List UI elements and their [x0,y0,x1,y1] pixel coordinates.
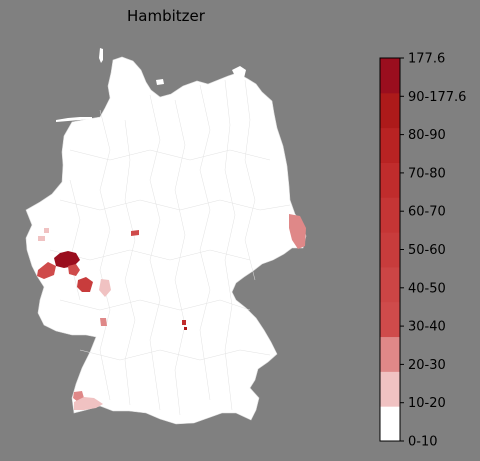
region-rhein-lahn [68,264,80,276]
colorbar-bin [380,232,400,268]
colorbar-bin [380,371,400,407]
colorbar-tick-label: 30-40 [408,320,446,335]
colorbar-tick-label: 80-90 [408,128,446,143]
colorbar-tick-label: 10-20 [408,396,446,411]
region-koblenz [77,277,93,292]
north-sea-islands [56,117,92,122]
colorbar-bins [380,58,400,442]
colorbar-bin [380,197,400,233]
colorbar-bin [380,406,400,442]
map-title: Hambitzer [127,7,205,25]
region-bonn [44,228,49,233]
colorbar-tick-label: 177.6 [408,52,445,67]
colorbar-tick-label: 40-50 [408,281,446,296]
colorbar-bin [380,336,400,372]
colorbar-tick-label: 90-177.6 [408,90,466,105]
colorbar-bin [380,162,400,198]
region-aachen [37,262,56,279]
region-nuremberg-small [184,327,187,330]
region-goerlitz [289,214,306,249]
region-hunsrueck [100,318,107,326]
region-nuremberg [182,320,186,325]
region-kreuznach [99,279,111,297]
colorbar-bin [380,266,400,303]
region-westerwald [54,251,80,268]
colorbar-bin [380,301,400,338]
region-loerrach [74,397,103,410]
fehmarn-island [156,79,164,85]
colorbar-tick-label: 50-60 [408,243,446,258]
sylt-island [99,48,103,63]
district-borders [49,79,291,416]
colorbar-bin [380,58,400,94]
region-kassel [131,230,139,236]
ruegen-island [232,66,246,78]
colorbar-tick-label: 0-10 [408,435,438,450]
colorbar-tick-label: 60-70 [408,205,446,220]
region-aachen-north [38,236,45,241]
colorbar-ticks: 177.6 90-177.6 80-90 70-80 60-70 50-60 40-50 30… [400,52,466,450]
colorbar-tick-label: 20-30 [408,358,446,373]
colorbar-bin [380,127,400,163]
germany-outline [25,56,307,425]
colorbar-tick-label: 70-80 [408,166,446,181]
colorbar-bin [380,92,400,129]
